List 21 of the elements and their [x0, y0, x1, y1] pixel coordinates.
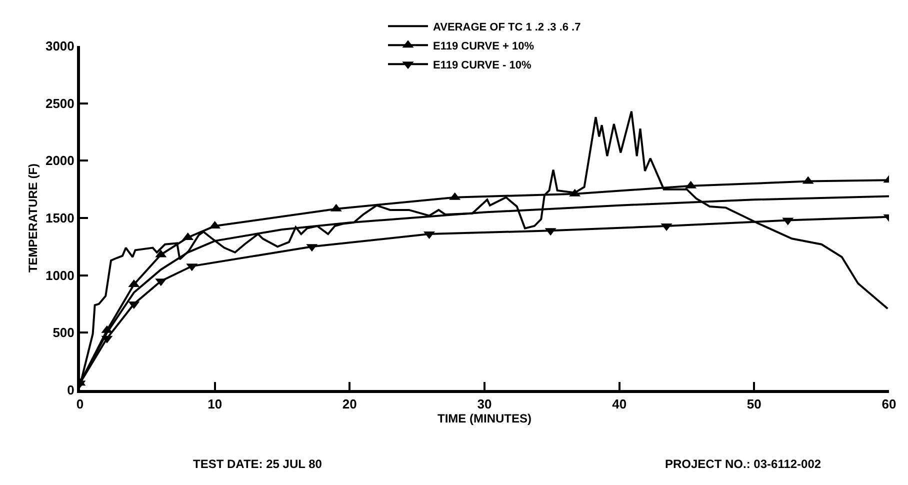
- x-tick-label: 60: [882, 396, 896, 412]
- y-tick-label: 0: [67, 382, 74, 398]
- legend-label: E119 CURVE - 10%: [433, 59, 532, 72]
- y-tick-label: 1000: [45, 268, 74, 283]
- x-tick-label: 10: [208, 396, 222, 412]
- legend-label: AVERAGE OF TC 1 .2 .3 .6 .7: [433, 21, 581, 34]
- y-tick-label: 500: [52, 325, 74, 340]
- text: TEST DATE: 25 JUL 80: [193, 457, 322, 471]
- y-tick-label: 1500: [45, 210, 74, 226]
- y-tick-label: 2000: [45, 153, 74, 168]
- x-tick-label: 50: [746, 396, 762, 412]
- x-tick-label: 30: [477, 396, 492, 412]
- x-tick-label: 0: [76, 396, 84, 412]
- text: PROJECT NO.: 03-6112-002: [665, 457, 822, 471]
- x-axis-title: TIME (MINUTES): [438, 412, 532, 426]
- legend-label: E119 CURVE + 10%: [433, 40, 534, 52]
- y-tick-label: 2500: [45, 96, 74, 111]
- x-tick-label: 40: [612, 396, 627, 412]
- y-axis-title: TEMPERATURE (F): [26, 163, 40, 273]
- x-tick-label: 20: [342, 396, 357, 412]
- y-tick-label: 3000: [45, 38, 74, 54]
